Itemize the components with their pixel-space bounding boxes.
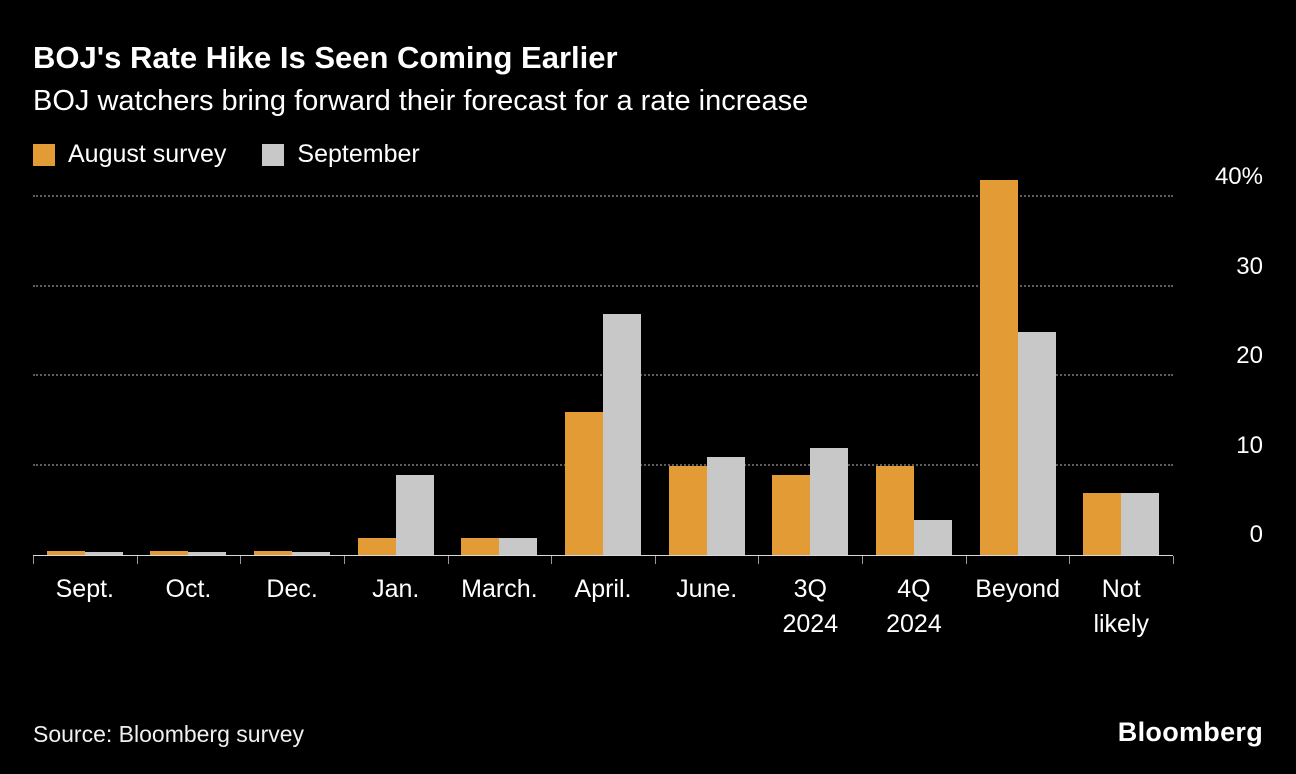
bar-august-survey (875, 465, 914, 556)
bar-august-survey (1083, 492, 1122, 556)
bar-august-survey (668, 465, 707, 556)
x-axis-label: March. (461, 575, 538, 604)
bar-group (966, 179, 1070, 556)
gridline-40 (33, 195, 1173, 198)
y-axis-label: 20 (1236, 342, 1263, 370)
bar-september (188, 551, 227, 556)
axis-tick (136, 556, 138, 565)
legend-swatch-august (33, 143, 55, 166)
axis-tick (965, 556, 967, 565)
chart-title: BOJ's Rate Hike Is Seen Coming Earlier (33, 40, 618, 75)
bar-group (551, 197, 655, 556)
bar-group (448, 197, 552, 556)
legend-swatch-september (262, 143, 285, 166)
bar-september (84, 551, 123, 556)
axis-tick (654, 556, 656, 565)
gridline-20 (33, 374, 1173, 377)
source-note: Source: Bloomberg survey (33, 721, 305, 747)
x-axis-label: 4Q 2024 (886, 575, 942, 639)
bar-september (810, 448, 849, 556)
bar-august-survey (46, 550, 85, 556)
bar-group (862, 197, 966, 556)
gridline-30 (33, 284, 1173, 287)
bar-september (499, 537, 538, 556)
bar-group (33, 197, 137, 556)
bar-group (344, 197, 448, 556)
y-axis-label: 10 (1236, 431, 1263, 459)
bar-september (913, 519, 952, 556)
bar-group (240, 197, 344, 556)
axis-tick (758, 556, 760, 565)
legend: August survey September (33, 140, 1263, 169)
x-axis-label: April. (574, 575, 632, 604)
bloomberg-logo: Bloomberg (1117, 717, 1263, 747)
bar-august-survey (150, 550, 189, 556)
footer: Source: Bloomberg survey Bloomberg (33, 717, 1263, 748)
plot-area: 0 10 20 30 40% (33, 165, 1263, 565)
chart-subtitle: BOJ watchers bring forward their forecas… (33, 84, 809, 117)
bar-september (706, 457, 745, 556)
bar-group (1069, 197, 1173, 556)
bar-group (655, 197, 759, 556)
axis-tick (1069, 556, 1071, 565)
legend-item-september: September (262, 140, 420, 169)
axis-tick (1173, 556, 1174, 565)
y-axis-label: 40% (1214, 163, 1263, 191)
legend-label-september: September (297, 140, 420, 169)
bar-september (395, 474, 434, 556)
y-axis-label: 0 (1249, 521, 1263, 549)
bars (33, 179, 1173, 556)
x-axis-label: June. (676, 575, 738, 604)
bar-august-survey (254, 550, 293, 556)
x-axis-label: Sept. (55, 575, 114, 604)
axis-tick (240, 556, 242, 565)
legend-item-august: August survey (33, 140, 226, 169)
bar-september (1017, 331, 1056, 556)
bar-september (1121, 492, 1160, 556)
bar-august-survey (772, 474, 811, 556)
x-axis-label: 3Q 2024 (782, 575, 839, 639)
axis-tick (343, 556, 345, 565)
x-axis-labels: Sept. Oct. Dec. Jan. March. April. June. 3Q 202… (33, 572, 1173, 642)
bar-group (758, 197, 862, 556)
axis-tick (551, 556, 553, 565)
legend-label-august: August survey (68, 140, 227, 169)
chart: 0 10 20 30 40% Sept. Oct. Dec. Jan. March. April.… (33, 165, 1263, 642)
axis-tick (862, 556, 864, 565)
bar-august-survey (565, 412, 604, 556)
axis-tick (33, 556, 34, 565)
y-axis-label: 30 (1236, 252, 1263, 280)
axis-tick (447, 556, 449, 565)
x-axis-label: Oct. (165, 575, 212, 604)
bar-september (292, 551, 331, 556)
x-axis-label: Not likely (1093, 575, 1150, 639)
bar-august-survey (461, 537, 500, 556)
x-axis-label: Jan. (372, 575, 420, 604)
bar-group (137, 197, 241, 556)
x-axis-label: Beyond (975, 575, 1060, 604)
x-axis-label: Dec. (266, 575, 318, 604)
bar-september (603, 313, 642, 556)
bar-august-survey (357, 537, 396, 556)
bar-august-survey (979, 179, 1018, 556)
